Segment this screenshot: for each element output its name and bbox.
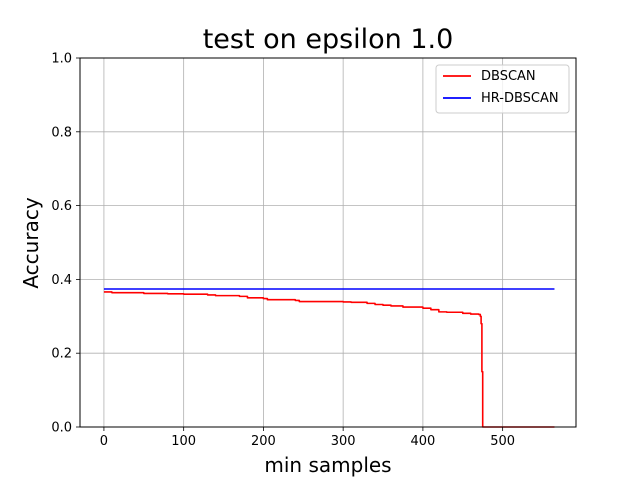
- legend: DBSCAN HR-DBSCAN: [435, 64, 570, 114]
- y-tick-label: 0.4: [51, 273, 72, 288]
- y-tick-label: 0.0: [51, 421, 72, 436]
- x-tick-label: 300: [331, 434, 356, 449]
- plot-area-frame: [79, 57, 577, 428]
- legend-box: [435, 64, 570, 114]
- legend-label-dbscan: DBSCAN: [481, 69, 536, 84]
- x-axis-title: min samples: [264, 453, 391, 477]
- x-tick-label: 200: [251, 434, 276, 449]
- y-axis-title: Accuracy: [19, 197, 43, 288]
- grid: [80, 57, 576, 428]
- x-tick-label: 500: [490, 434, 515, 449]
- chart-title: test on epsilon 1.0: [203, 24, 454, 55]
- series-layer: [103, 288, 555, 428]
- x-tick-label: 100: [171, 434, 196, 449]
- y-tick-label: 1.0: [51, 52, 72, 67]
- y-tick-label: 0.6: [51, 199, 72, 214]
- series-line-dbscan: [103, 291, 555, 428]
- y-tick-label: 0.8: [51, 125, 72, 140]
- legend-label-hr-dbscan: HR-DBSCAN: [481, 91, 559, 106]
- y-tick-label: 0.2: [51, 347, 72, 362]
- ticks: 0 100 200 300 400 500 0.0 0.2 0.4 0.6 0.8 1.0: [51, 52, 515, 450]
- x-tick-label: 400: [410, 434, 435, 449]
- x-tick-label: 0: [100, 434, 108, 449]
